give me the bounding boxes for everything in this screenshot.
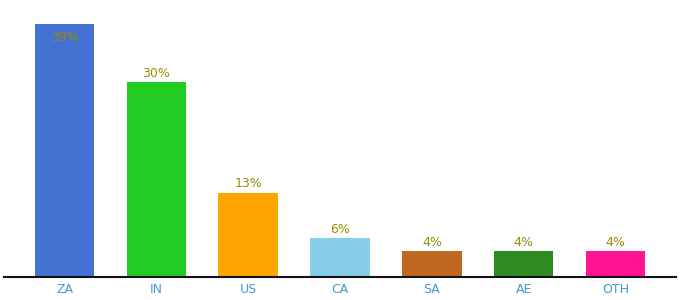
Bar <box>310 238 370 277</box>
Bar <box>494 251 554 277</box>
Bar <box>402 251 462 277</box>
Text: 6%: 6% <box>330 223 350 236</box>
Text: 13%: 13% <box>235 177 262 190</box>
Bar <box>218 193 278 277</box>
Text: 4%: 4% <box>422 236 442 249</box>
Text: 39%: 39% <box>51 32 78 44</box>
Bar <box>35 24 95 277</box>
Text: 4%: 4% <box>513 236 534 249</box>
Text: 4%: 4% <box>605 236 626 249</box>
Text: 30%: 30% <box>142 67 170 80</box>
Bar <box>585 251 645 277</box>
Bar <box>126 82 186 277</box>
